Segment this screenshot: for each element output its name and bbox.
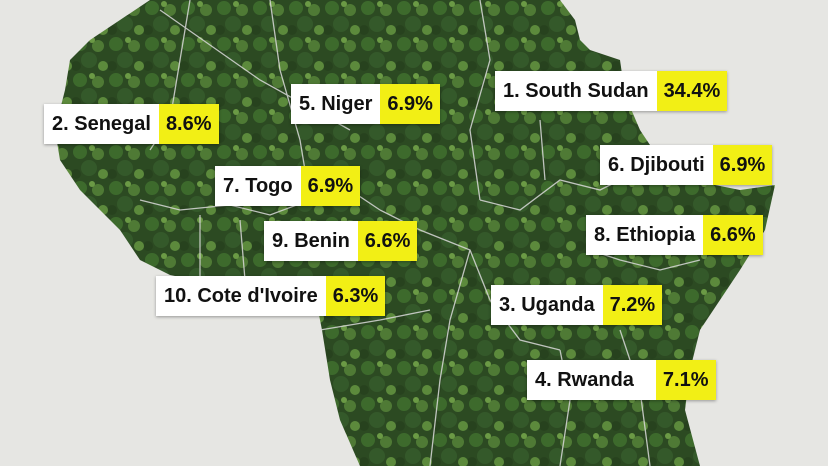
country-name: 5. Niger: [291, 84, 381, 124]
country-name: 8. Ethiopia: [586, 215, 704, 255]
label-cote-divoire: 10. Cote d'Ivoire 6.3%: [156, 276, 386, 316]
country-name: 3. Uganda: [491, 285, 603, 325]
country-name: 6. Djibouti: [600, 145, 713, 185]
label-rwanda: 4. Rwanda 7.1%: [527, 360, 716, 400]
label-south-sudan: 1. South Sudan 34.4%: [495, 71, 728, 111]
label-djibouti: 6. Djibouti 6.9%: [600, 145, 773, 185]
percentage-value: 6.9%: [300, 166, 361, 206]
country-name: 2. Senegal: [44, 104, 159, 144]
percentage-value: 8.6%: [158, 104, 219, 144]
percentage-value: 6.3%: [325, 276, 386, 316]
label-togo: 7. Togo 6.9%: [215, 166, 361, 206]
label-senegal: 2. Senegal 8.6%: [44, 104, 219, 144]
country-name: 1. South Sudan: [495, 71, 657, 111]
percentage-value: 6.6%: [357, 221, 418, 261]
percentage-value: 34.4%: [656, 71, 728, 111]
label-benin: 9. Benin 6.6%: [264, 221, 418, 261]
country-name: 10. Cote d'Ivoire: [156, 276, 326, 316]
country-name: 4. Rwanda: [527, 360, 656, 400]
label-niger: 5. Niger 6.9%: [291, 84, 440, 124]
percentage-value: 6.9%: [380, 84, 440, 124]
percentage-value: 6.6%: [703, 215, 763, 255]
percentage-value: 7.2%: [602, 285, 663, 325]
label-uganda: 3. Uganda 7.2%: [491, 285, 663, 325]
country-name: 9. Benin: [264, 221, 358, 261]
percentage-value: 7.1%: [655, 360, 716, 400]
percentage-value: 6.9%: [712, 145, 773, 185]
label-ethiopia: 8. Ethiopia 6.6%: [586, 215, 763, 255]
country-name: 7. Togo: [215, 166, 301, 206]
